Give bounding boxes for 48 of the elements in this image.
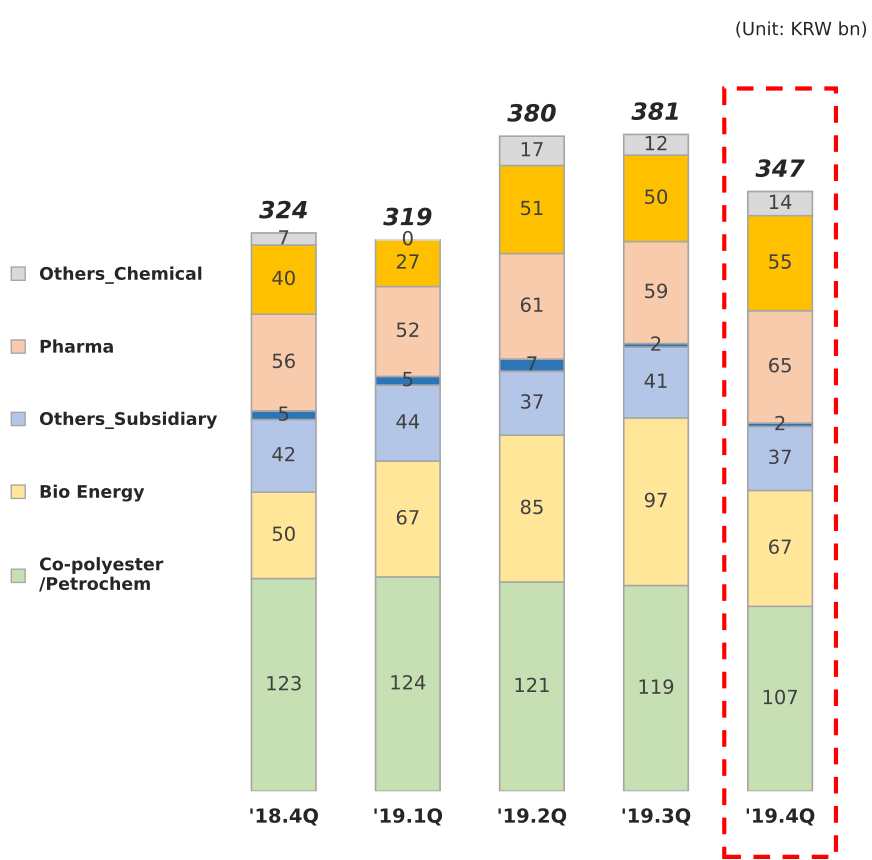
data-label: 41	[644, 374, 667, 388]
data-label: 61	[520, 297, 542, 312]
data-label: 44	[396, 414, 420, 428]
data-label: 107	[764, 690, 797, 704]
data-label: 50	[645, 189, 668, 204]
data-label: 12	[646, 136, 666, 150]
x-tick-label: '19.1Q	[374, 808, 442, 826]
data-label: 52	[396, 322, 418, 338]
x-tick-label: '19.2Q	[498, 808, 566, 826]
total-label: 324	[259, 200, 307, 219]
data-label: 65	[769, 358, 791, 373]
data-label: 123	[267, 676, 301, 691]
x-tick-label: '18.4Q	[250, 808, 318, 826]
data-label: 7	[527, 356, 536, 371]
data-label: 67	[769, 539, 791, 554]
text: (Unit: KRW bn)	[736, 21, 866, 38]
legend-label: Pharma	[40, 339, 113, 353]
data-label: 124	[391, 674, 426, 690]
data-label: 17	[522, 142, 543, 156]
data-label: 42	[272, 446, 294, 462]
data-label: 40	[272, 270, 295, 286]
total-label: 347	[755, 159, 805, 178]
x-tick-label: '19.4Q	[746, 808, 814, 826]
legend-label: Others_Chemical	[40, 266, 202, 284]
data-label: 37	[521, 394, 543, 409]
total-label: 380	[507, 104, 556, 122]
legend-label: Bio Energy	[40, 484, 144, 502]
data-label: 50	[272, 526, 295, 542]
data-label: 2	[651, 336, 660, 351]
data-label: 2	[775, 416, 784, 430]
data-label: 85	[520, 500, 543, 514]
legend-label: Others_Subsidiary	[40, 412, 218, 430]
data-label: 121	[516, 678, 549, 692]
data-label: 55	[769, 254, 791, 269]
total-label: 381	[631, 102, 678, 120]
data-label: 14	[770, 194, 792, 209]
data-label: 97	[644, 492, 667, 508]
data-label: 119	[640, 679, 674, 694]
data-label: 51	[521, 200, 542, 216]
legend-label: Co-polyester /Petrochem	[39, 557, 164, 592]
data-label: 37	[769, 449, 791, 464]
data-label: 56	[272, 354, 295, 368]
data-label: 59	[645, 284, 668, 298]
data-label: 27	[396, 254, 419, 269]
total-label: 319	[383, 208, 432, 226]
x-tick-label: '19.3Q	[622, 808, 690, 826]
data-label: 67	[396, 510, 419, 525]
data-label: 7	[279, 230, 288, 244]
